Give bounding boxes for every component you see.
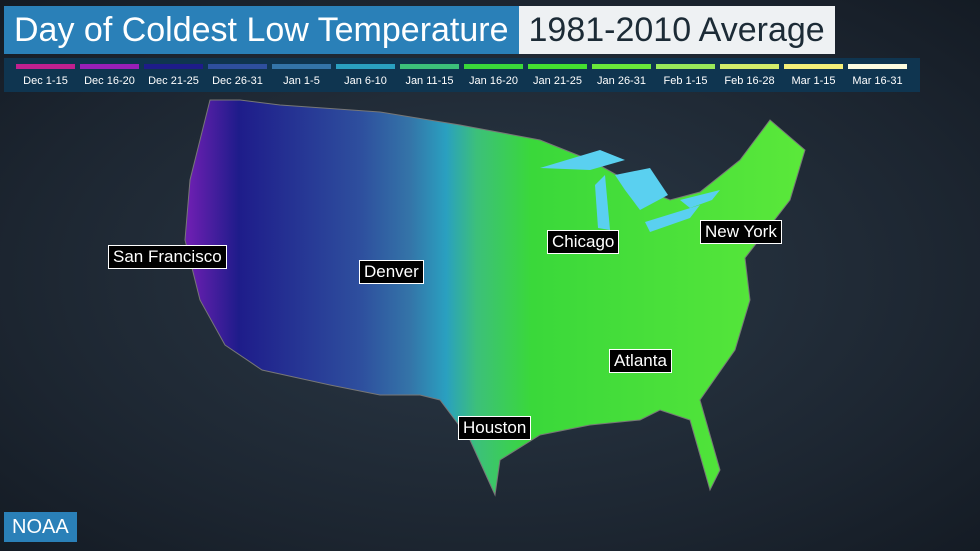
legend-label: Jan 21-25: [533, 75, 582, 87]
legend-item: Jan 6-10: [336, 64, 395, 92]
legend-item: Jan 11-15: [400, 64, 459, 92]
legend-swatch: [656, 64, 715, 69]
legend-label: Feb 1-15: [663, 75, 708, 87]
city-label-houston: Houston: [458, 416, 532, 440]
legend-swatch: [848, 64, 907, 69]
city-label-san-francisco: San Francisco: [108, 245, 227, 269]
legend-label: Dec 1-15: [23, 75, 68, 87]
legend-swatch: [144, 64, 203, 69]
source-label: NOAA: [4, 512, 77, 542]
legend-label: Jan 26-31: [597, 75, 646, 87]
city-label-atlanta: Atlanta: [609, 349, 672, 373]
legend-label: Jan 16-20: [469, 75, 518, 87]
legend-swatch: [592, 64, 651, 69]
legend-item: Mar 1-15: [784, 64, 843, 92]
legend-swatch: [272, 64, 331, 69]
legend-item: Feb 16-28: [720, 64, 779, 92]
legend-swatch: [80, 64, 139, 69]
legend: Dec 1-15 Dec 16-20 Dec 21-25 Dec 26-31 Jan 1…: [4, 58, 920, 92]
legend-item: Dec 1-15: [16, 64, 75, 92]
legend-label: Mar 16-31: [852, 75, 903, 87]
legend-item: Dec 16-20: [80, 64, 139, 92]
legend-swatch: [16, 64, 75, 69]
legend-swatch: [400, 64, 459, 69]
legend-label: Jan 11-15: [405, 75, 454, 87]
legend-swatch: [464, 64, 523, 69]
legend-item: Jan 16-20: [464, 64, 523, 92]
legend-item: Jan 26-31: [592, 64, 651, 92]
legend-label: Mar 1-15: [791, 75, 836, 87]
legend-label: Dec 16-20: [84, 75, 135, 87]
legend-label: Dec 21-25: [148, 75, 199, 87]
legend-swatch: [720, 64, 779, 69]
legend-item: Feb 1-15: [656, 64, 715, 92]
city-label-new-york: New York: [700, 220, 782, 244]
legend-label: Feb 16-28: [724, 75, 775, 87]
title-bar: Day of Coldest Low Temperature 1981-2010…: [4, 6, 835, 54]
legend-swatch: [336, 64, 395, 69]
legend-item: Jan 1-5: [272, 64, 331, 92]
legend-swatch: [784, 64, 843, 69]
map-subtitle: 1981-2010 Average: [518, 6, 835, 54]
legend-swatch: [208, 64, 267, 69]
city-label-denver: Denver: [359, 260, 424, 284]
city-label-chicago: Chicago: [547, 230, 620, 254]
legend-item: Jan 21-25: [528, 64, 587, 92]
map-title: Day of Coldest Low Temperature: [4, 6, 519, 54]
legend-label: Jan 1-5: [283, 75, 320, 87]
legend-item: Mar 16-31: [848, 64, 907, 92]
legend-item: Dec 21-25: [144, 64, 203, 92]
legend-item: Dec 26-31: [208, 64, 267, 92]
legend-label: Jan 6-10: [344, 75, 387, 87]
legend-label: Dec 26-31: [212, 75, 263, 87]
great-lakes: [540, 150, 720, 232]
legend-swatch: [528, 64, 587, 69]
